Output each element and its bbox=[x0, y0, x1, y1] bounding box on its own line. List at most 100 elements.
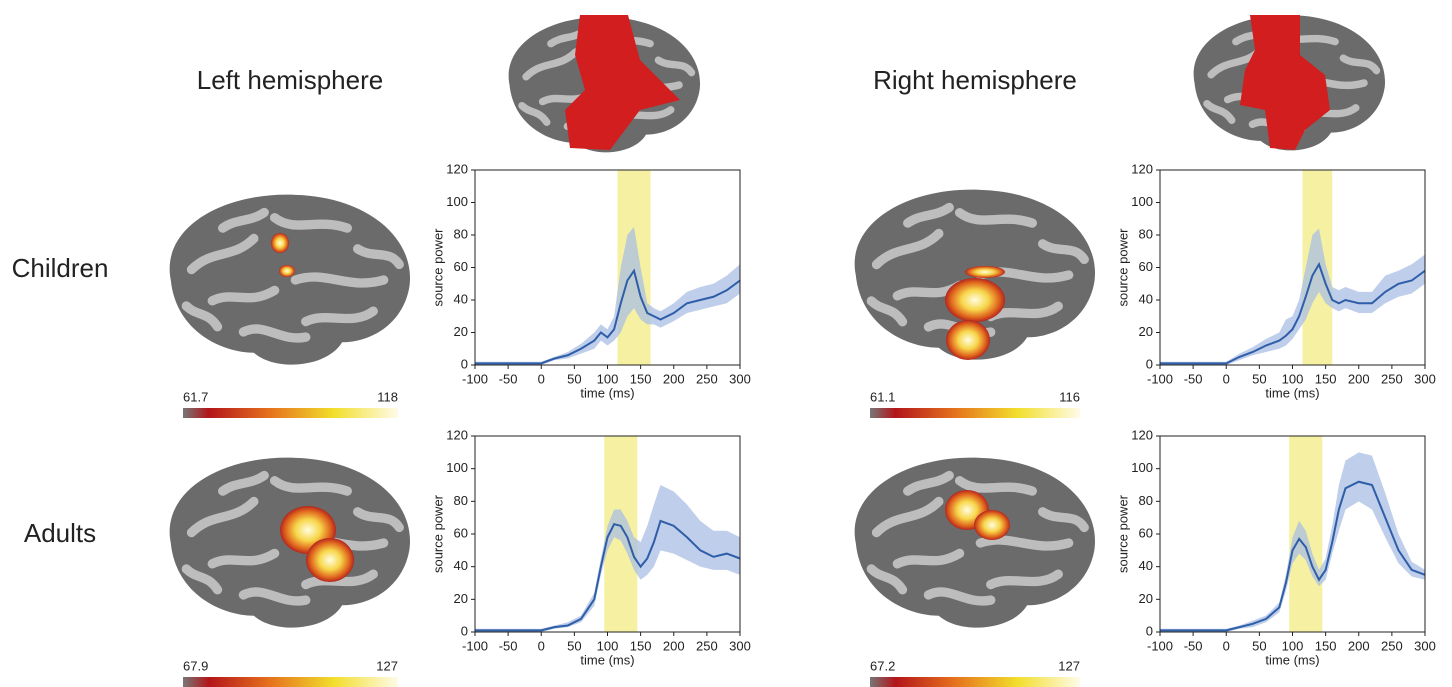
x-tick-label: 250 bbox=[696, 371, 718, 386]
colorbar-max: 118 bbox=[377, 389, 398, 404]
x-tick-label: 300 bbox=[729, 638, 751, 653]
y-tick-label: 20 bbox=[1139, 324, 1153, 339]
colorbar-min: 61.7 bbox=[183, 389, 208, 404]
colorbar bbox=[183, 408, 398, 418]
x-tick-label: -50 bbox=[499, 371, 518, 386]
y-tick-label: 40 bbox=[454, 291, 468, 306]
x-tick-label: 50 bbox=[567, 638, 581, 653]
brain-map bbox=[170, 458, 410, 628]
brain-map bbox=[855, 190, 1095, 360]
colorbar-min: 61.1 bbox=[870, 389, 895, 404]
line bbox=[1160, 480, 1426, 632]
x-tick-label: 150 bbox=[630, 371, 652, 386]
x-tick-label: 200 bbox=[663, 638, 685, 653]
y-tick-label: 80 bbox=[1139, 226, 1153, 241]
x-tick-label: -100 bbox=[1147, 371, 1173, 386]
x-tick-label: 250 bbox=[1381, 371, 1403, 386]
x-tick-label: 50 bbox=[1252, 371, 1266, 386]
y-tick-label: 120 bbox=[446, 161, 468, 176]
x-tick-label: 100 bbox=[1282, 638, 1304, 653]
y-tick-label: 80 bbox=[454, 226, 468, 241]
reference-brain bbox=[509, 15, 700, 152]
x-tick-label: 0 bbox=[538, 638, 545, 653]
x-tick-label: -100 bbox=[462, 638, 488, 653]
x-tick-label: 300 bbox=[1414, 638, 1436, 653]
y-tick-label: 20 bbox=[454, 591, 468, 606]
x-tick-label: -100 bbox=[1147, 638, 1173, 653]
colorbar-min: 67.2 bbox=[870, 658, 895, 673]
x-tick-label: 100 bbox=[597, 638, 619, 653]
y-tick-label: 40 bbox=[1139, 558, 1153, 573]
colorbar-max: 116 bbox=[1059, 389, 1080, 404]
y-tick-label: 0 bbox=[1146, 356, 1153, 371]
x-tick-label: 0 bbox=[1223, 371, 1230, 386]
x-tick-label: 150 bbox=[1315, 371, 1337, 386]
colorbar-max: 127 bbox=[1058, 658, 1080, 673]
y-tick-label: 60 bbox=[1139, 525, 1153, 540]
y-tick-label: 40 bbox=[1139, 291, 1153, 306]
x-axis-label: time (ms) bbox=[580, 385, 634, 400]
x-tick-label: -50 bbox=[1184, 638, 1203, 653]
x-tick-label: -100 bbox=[462, 371, 488, 386]
x-tick-label: 100 bbox=[597, 371, 619, 386]
x-tick-label: 50 bbox=[1252, 638, 1266, 653]
error-band bbox=[1160, 452, 1425, 632]
reference-brain bbox=[1194, 15, 1385, 150]
header: Right hemisphere bbox=[873, 65, 1077, 95]
colorbar-min: 67.9 bbox=[183, 658, 208, 673]
y-tick-label: 120 bbox=[446, 427, 468, 442]
y-axis-label: source power bbox=[1115, 494, 1130, 573]
colorbar-max: 127 bbox=[376, 658, 398, 673]
x-tick-label: 0 bbox=[538, 371, 545, 386]
y-axis-label: source power bbox=[430, 494, 445, 573]
error-band bbox=[475, 485, 740, 632]
x-tick-label: 100 bbox=[1282, 371, 1304, 386]
x-tick-label: 200 bbox=[663, 371, 685, 386]
x-tick-label: -50 bbox=[499, 638, 518, 653]
x-tick-label: 200 bbox=[1348, 638, 1370, 653]
y-tick-label: 120 bbox=[1131, 427, 1153, 442]
y-tick-label: 80 bbox=[454, 493, 468, 508]
y-tick-label: 80 bbox=[1139, 493, 1153, 508]
y-tick-label: 120 bbox=[1131, 161, 1153, 176]
x-tick-label: 50 bbox=[567, 371, 581, 386]
y-tick-label: 40 bbox=[454, 558, 468, 573]
x-axis-label: time (ms) bbox=[580, 652, 634, 667]
x-tick-label: 150 bbox=[1315, 638, 1337, 653]
y-tick-label: 100 bbox=[446, 194, 468, 209]
y-tick-label: 0 bbox=[1146, 623, 1153, 638]
y-tick-label: 60 bbox=[454, 525, 468, 540]
brain-map bbox=[170, 195, 410, 365]
line bbox=[1160, 261, 1426, 365]
x-tick-label: 250 bbox=[696, 638, 718, 653]
y-tick-label: 20 bbox=[1139, 591, 1153, 606]
x-tick-label: 0 bbox=[1223, 638, 1230, 653]
x-tick-label: -50 bbox=[1184, 371, 1203, 386]
x-tick-label: 250 bbox=[1381, 638, 1403, 653]
colorbar bbox=[870, 677, 1080, 687]
line bbox=[475, 519, 741, 632]
error-band bbox=[475, 226, 740, 365]
y-tick-label: 100 bbox=[1131, 460, 1153, 475]
y-tick-label: 0 bbox=[461, 356, 468, 371]
y-axis-label: source power bbox=[1115, 228, 1130, 307]
row-label: Adults bbox=[24, 518, 96, 548]
y-tick-label: 0 bbox=[461, 623, 468, 638]
y-tick-label: 20 bbox=[454, 324, 468, 339]
colorbar bbox=[870, 408, 1080, 418]
y-tick-label: 100 bbox=[446, 460, 468, 475]
error-band bbox=[1160, 228, 1425, 365]
x-tick-label: 300 bbox=[1414, 371, 1436, 386]
colorbar bbox=[183, 677, 398, 687]
header: Left hemisphere bbox=[197, 65, 383, 95]
y-tick-label: 100 bbox=[1131, 194, 1153, 209]
x-axis-label: time (ms) bbox=[1265, 385, 1319, 400]
y-tick-label: 60 bbox=[454, 259, 468, 274]
x-tick-label: 300 bbox=[729, 371, 751, 386]
x-axis-label: time (ms) bbox=[1265, 652, 1319, 667]
row-label: Children bbox=[12, 253, 109, 283]
x-tick-label: 150 bbox=[630, 638, 652, 653]
y-axis-label: source power bbox=[430, 228, 445, 307]
